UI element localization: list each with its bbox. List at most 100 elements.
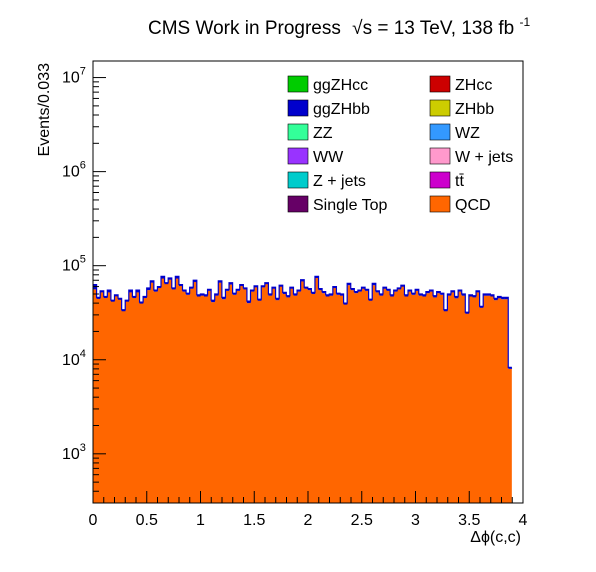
- ggzhbb-bin: [418, 294, 423, 296]
- legend-swatch: [287, 75, 309, 93]
- ggzhbb-bin: [254, 285, 258, 288]
- ggzhbb-bin: [153, 290, 158, 292]
- ggzhbb-bin: [135, 290, 140, 293]
- ggzhbb-bin: [175, 276, 180, 279]
- ggzhbb-bin: [118, 298, 122, 300]
- ggzhbb-bin: [393, 290, 398, 292]
- ggzhbb-bin: [461, 294, 466, 296]
- y-tick-label: 104: [62, 348, 86, 369]
- ggzhbb-bin: [168, 277, 172, 280]
- ggzhbb-bin: [397, 287, 402, 290]
- legend-label: ZHbb: [455, 101, 494, 118]
- legend-swatch: [287, 123, 309, 141]
- x-tick-label: 1: [196, 512, 205, 529]
- ggzhbb-bin: [372, 283, 377, 286]
- legend-swatch: [287, 147, 309, 165]
- ggzhbb-bin: [493, 298, 498, 301]
- x-tick-label: 2: [304, 512, 313, 529]
- ggzhbb-bin: [150, 280, 155, 283]
- ggzhbb-bin: [325, 294, 330, 297]
- title-energy-lumi: = 13 TeV, 138 fb: [377, 18, 514, 39]
- ggzhbb-bin: [311, 292, 316, 295]
- ggzhbb-bin: [447, 294, 452, 296]
- ggzhbb-bin: [203, 294, 208, 297]
- legend-swatch: [429, 195, 451, 213]
- ggzhbb-bin: [408, 290, 412, 292]
- ggzhbb-bin: [450, 290, 455, 293]
- ggzhbb-bin: [307, 288, 312, 291]
- legend-label: tt̄: [455, 173, 464, 190]
- ggzhbb-bin: [454, 296, 459, 299]
- ggzhbb-bin: [161, 276, 165, 279]
- ggzhbb-bin: [211, 300, 215, 303]
- ggzhbb-bin: [239, 284, 244, 287]
- ggzhbb-bin: [143, 296, 147, 299]
- title-sqrt-s: √s: [352, 18, 372, 39]
- legend-swatch: [287, 195, 309, 213]
- title-lumi-exponent: -1: [519, 15, 530, 29]
- legend-label: ZHcc: [455, 77, 492, 94]
- y-tick-label: 105: [62, 254, 86, 275]
- legend-swatch: [429, 123, 451, 141]
- ggzhbb-bin: [157, 286, 162, 289]
- ggzhbb-bin: [229, 282, 233, 285]
- ggzhbb-bin: [508, 367, 513, 369]
- legend-label: WW: [313, 149, 344, 166]
- ggzhbb-bin: [275, 298, 280, 301]
- ggzhbb-bin: [382, 287, 387, 289]
- ggzhbb-bin: [354, 291, 359, 294]
- ggzhbb-bin: [322, 291, 326, 294]
- ggzhbb-bin: [128, 290, 133, 293]
- ggzhbb-bin: [214, 294, 219, 296]
- legend-swatch: [429, 75, 451, 93]
- ggzhbb-bin: [415, 289, 419, 291]
- ggzhbb-bin: [368, 299, 373, 301]
- ggzhbb-bin: [336, 293, 341, 295]
- ggzhbb-bin: [379, 294, 384, 296]
- ggzhbb-bin: [318, 288, 323, 291]
- ggzhbb-bin: [250, 290, 255, 292]
- ggzhbb-bin: [490, 294, 495, 297]
- legend-swatch: [429, 171, 451, 189]
- ggzhbb-bin: [329, 294, 334, 296]
- x-tick-label: 0: [89, 512, 98, 529]
- ggzhbb-bin: [200, 294, 205, 296]
- qcd-histogram-fill: [93, 277, 512, 503]
- ggzhbb-bin: [476, 290, 480, 293]
- x-tick-label: 0.5: [136, 512, 158, 529]
- ggzhbb-bin: [357, 290, 362, 292]
- ggzhbb-bin: [465, 312, 470, 314]
- ggzhbb-bin: [218, 280, 223, 283]
- ggzhbb-bin: [289, 287, 294, 289]
- ggzhbb-bin: [483, 294, 487, 296]
- ggzhbb-bin: [425, 291, 430, 294]
- ggzhbb-bin: [436, 291, 441, 294]
- ggzhbb-bin: [350, 288, 355, 291]
- title-main: CMS Work in Progress: [148, 18, 341, 39]
- ggzhbb-bin: [114, 294, 119, 297]
- ggzhbb-bin: [171, 287, 176, 290]
- ggzhbb-bin: [390, 294, 394, 297]
- ggzhbb-bin: [479, 306, 484, 308]
- ggzhbb-bin: [497, 296, 502, 299]
- ggzhbb-bin: [440, 293, 445, 295]
- ggzhbb-bin: [110, 300, 115, 302]
- ggzhbb-bin: [504, 297, 509, 300]
- legend-label: Z + jets: [313, 173, 366, 190]
- legend-label: QCD: [455, 197, 491, 214]
- ggzhbb-bin: [271, 287, 276, 289]
- ggzhbb-bin: [458, 290, 462, 292]
- legend-swatch: [429, 147, 451, 165]
- ggzhbb-bin: [422, 294, 427, 297]
- ggzhbb-bin: [472, 295, 477, 298]
- ggzhbb-bin: [257, 299, 262, 301]
- ggzhbb-bin: [132, 296, 137, 299]
- histogram-layer: [93, 275, 513, 503]
- legend-label: ggZHcc: [313, 77, 368, 94]
- legend-label: ZZ: [313, 125, 333, 142]
- ggzhbb-bin: [300, 279, 305, 282]
- y-tick-label: 107: [62, 66, 86, 87]
- ggzhbb-bin: [246, 301, 251, 304]
- ggzhbb-bin: [189, 287, 194, 289]
